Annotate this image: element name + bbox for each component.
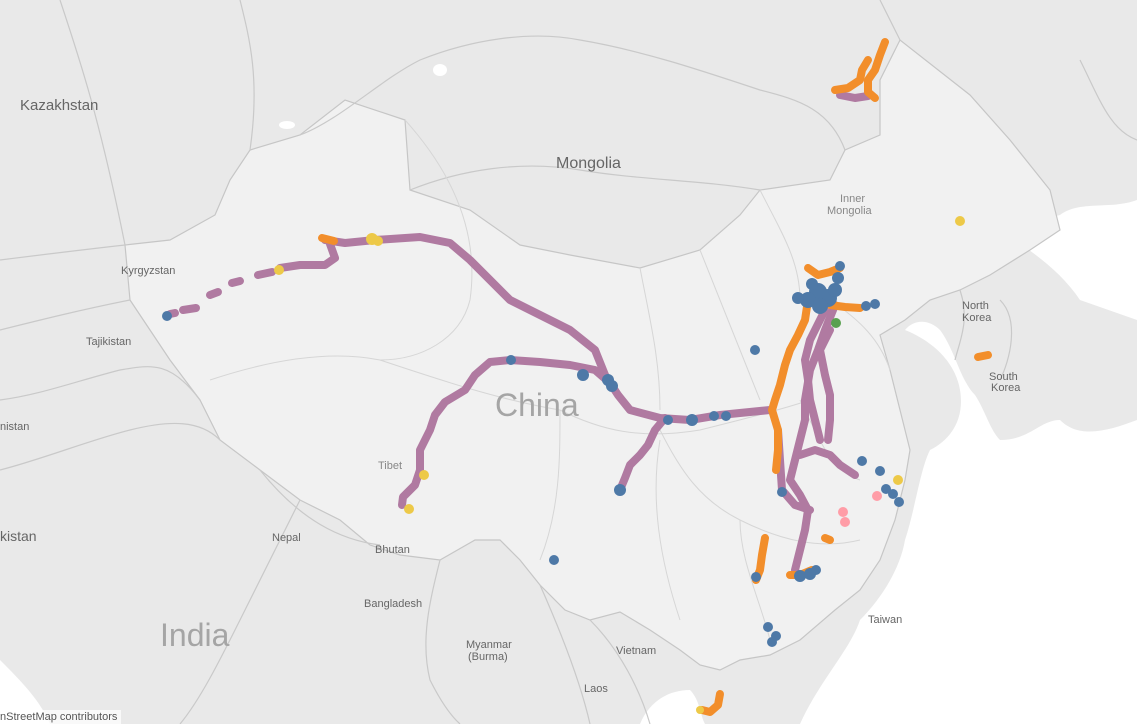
route-orange-korea[interactable] <box>974 351 992 361</box>
blue-point[interactable] <box>870 299 880 309</box>
route-beijing-south-c[interactable] <box>816 326 834 444</box>
label-nepal: Nepal <box>272 532 301 544</box>
blue-point[interactable] <box>751 572 761 582</box>
route-orange-fujian[interactable] <box>821 534 834 544</box>
yellow-point[interactable] <box>419 470 429 480</box>
blue-point[interactable] <box>614 484 626 496</box>
blue-point[interactable] <box>721 411 731 421</box>
label-inner-mongolia-2: Mongolia <box>827 205 873 217</box>
blue-point[interactable] <box>812 298 828 314</box>
blue-point[interactable] <box>794 570 806 582</box>
china-region <box>124 39 1061 671</box>
blue-point[interactable] <box>709 411 719 421</box>
route-east-branch[interactable] <box>796 446 859 479</box>
blue-point[interactable] <box>861 301 871 311</box>
label-tibet: Tibet <box>378 460 402 472</box>
purple-dash <box>179 304 200 314</box>
route-north[interactable] <box>836 91 872 102</box>
blue-point[interactable] <box>577 369 589 381</box>
route-sichuan[interactable] <box>616 414 669 494</box>
purple-dash <box>254 268 276 279</box>
label-kyrgyzstan: Kyrgyzstan <box>121 265 175 277</box>
route-orange-xinjiang[interactable] <box>318 234 338 245</box>
blue-point[interactable] <box>663 415 673 425</box>
route-orange-heilongjiang-2[interactable] <box>831 56 872 94</box>
label-north-korea-1: North <box>962 300 989 312</box>
label-north-korea-2: Korea <box>962 312 992 324</box>
pink-point[interactable] <box>840 517 850 527</box>
blue-point[interactable] <box>857 456 867 466</box>
label-india: India <box>160 617 230 653</box>
yellow-point[interactable] <box>893 475 903 485</box>
blue-point[interactable] <box>763 622 773 632</box>
blue-points[interactable] <box>162 261 904 647</box>
label-afghanistan: nistan <box>0 421 29 433</box>
route-tibet[interactable] <box>398 356 614 509</box>
blue-point[interactable] <box>835 261 845 271</box>
pink-points[interactable] <box>838 491 882 527</box>
blue-point[interactable] <box>606 380 618 392</box>
blue-point[interactable] <box>162 311 172 321</box>
yellow-point[interactable] <box>955 216 965 226</box>
purple-dash <box>228 277 244 287</box>
label-pakistan: kistan <box>0 528 37 544</box>
region-labels: Inner Mongolia Tibet <box>378 193 873 472</box>
label-taiwan: Taiwan <box>868 614 902 626</box>
label-mongolia: Mongolia <box>556 155 621 172</box>
label-tajikistan: Tajikistan <box>86 336 131 348</box>
label-china: China <box>495 387 579 423</box>
label-laos: Laos <box>584 683 608 695</box>
route-orange-hainan[interactable] <box>698 690 724 716</box>
label-myanmar-2: (Burma) <box>468 651 508 663</box>
blue-point[interactable] <box>777 487 787 497</box>
label-south-korea-1: South <box>989 371 1018 383</box>
blue-point[interactable] <box>549 555 559 565</box>
blue-point[interactable] <box>506 355 516 365</box>
blue-point[interactable] <box>875 466 885 476</box>
pink-point[interactable] <box>838 507 848 517</box>
label-south-korea-2: Korea <box>991 382 1021 394</box>
route-orange-north[interactable] <box>804 264 844 279</box>
route-orange-heilongjiang[interactable] <box>864 38 889 102</box>
label-inner-mongolia-1: Inner <box>840 193 865 205</box>
label-kazakhstan: Kazakhstan <box>20 97 98 114</box>
yellow-point[interactable] <box>696 706 704 714</box>
blue-point[interactable] <box>881 484 891 494</box>
route-orange-beijing-south[interactable] <box>768 296 812 474</box>
pink-point[interactable] <box>872 491 882 501</box>
purple-dash <box>206 288 222 299</box>
yellow-point[interactable] <box>404 504 414 514</box>
map-attribution[interactable]: nStreetMap contributors <box>0 710 122 724</box>
yellow-points[interactable] <box>274 216 965 714</box>
blue-point[interactable] <box>686 414 698 426</box>
blue-point[interactable] <box>888 489 898 499</box>
blue-point[interactable] <box>811 565 821 575</box>
yellow-point[interactable] <box>373 236 383 246</box>
blue-point[interactable] <box>750 345 760 355</box>
label-bangladesh: Bangladesh <box>364 598 422 610</box>
blue-point[interactable] <box>832 272 844 284</box>
route-beijing-south-b[interactable] <box>801 306 829 444</box>
green-points[interactable] <box>831 318 841 328</box>
country-labels: Kazakhstan Mongolia China India Kyrgyzst… <box>0 97 1021 695</box>
label-myanmar-1: Myanmar <box>466 639 512 651</box>
blue-point[interactable] <box>800 292 816 308</box>
blue-point[interactable] <box>828 283 842 297</box>
blue-point[interactable] <box>767 637 777 647</box>
route-orange-tianjin[interactable] <box>826 301 864 312</box>
label-bhutan: Bhutan <box>375 544 410 556</box>
blue-point[interactable] <box>806 278 818 290</box>
label-vietnam: Vietnam <box>616 645 656 657</box>
green-point[interactable] <box>831 318 841 328</box>
blue-point[interactable] <box>894 497 904 507</box>
blue-point[interactable] <box>792 292 804 304</box>
yellow-point[interactable] <box>274 265 284 275</box>
route-xinjiang-spur[interactable] <box>276 240 339 272</box>
